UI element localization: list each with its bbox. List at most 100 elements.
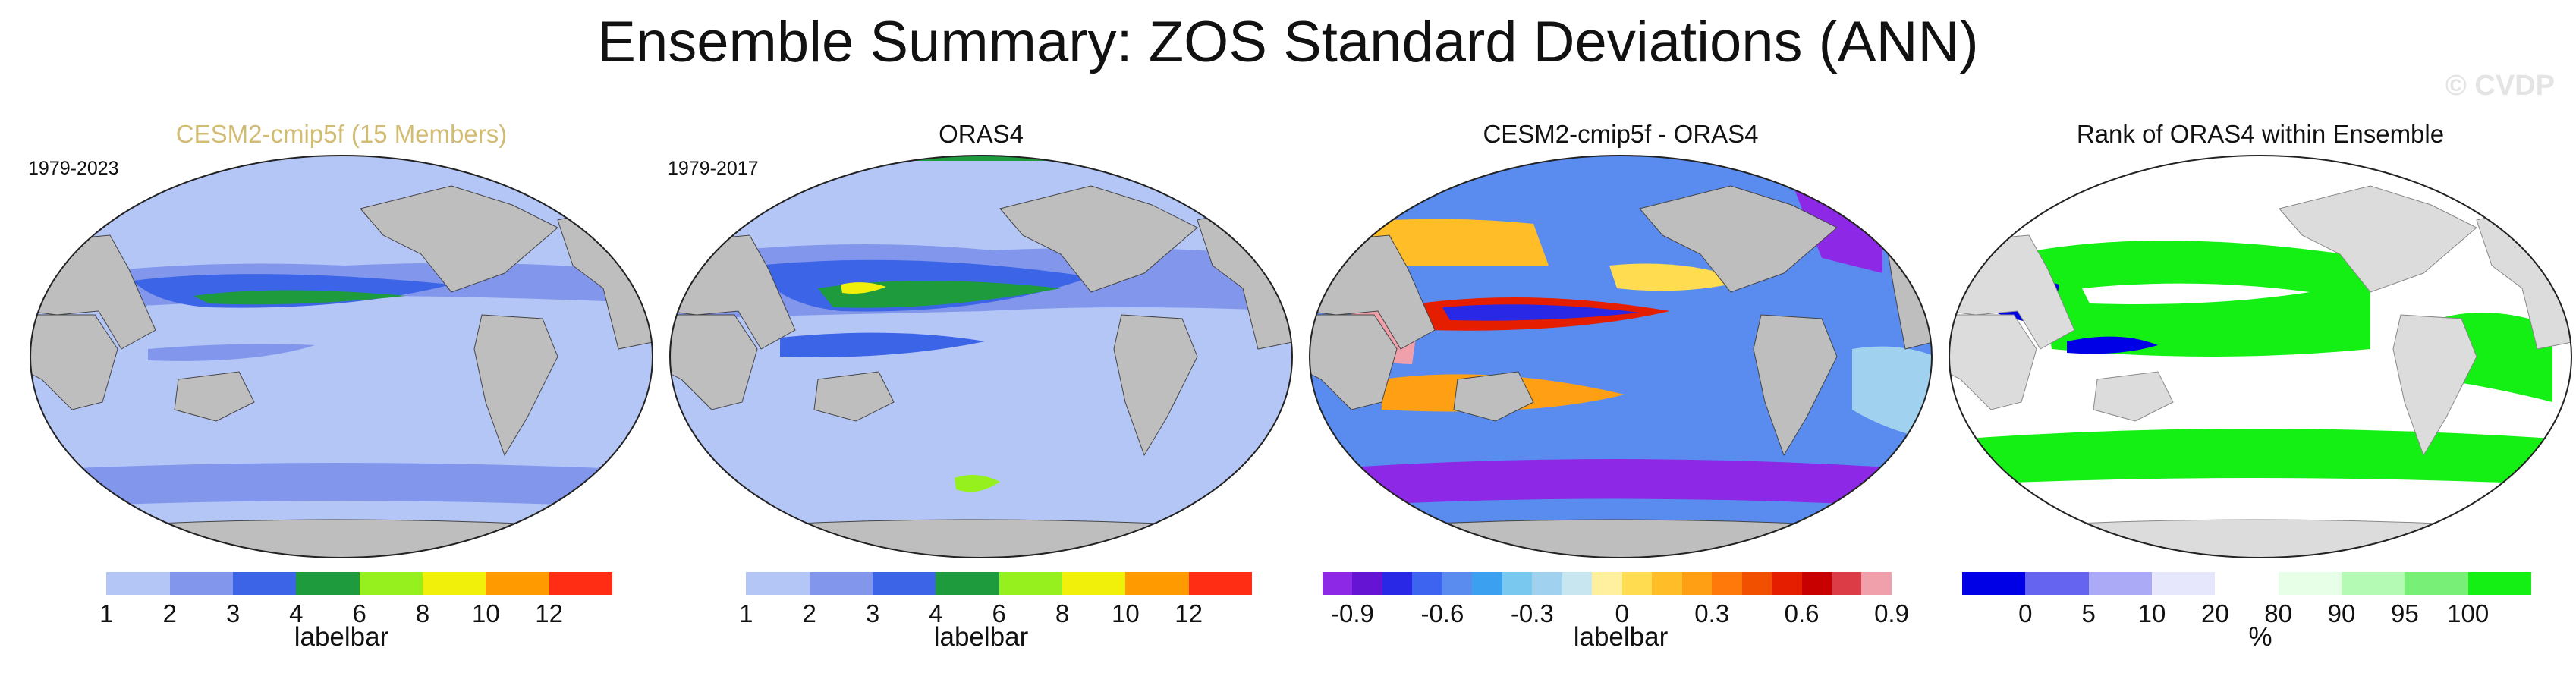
- colorbar-swatch: [872, 572, 936, 595]
- colorbar-swatch: [1712, 572, 1742, 595]
- southern-ocean-negative: [1310, 459, 1932, 508]
- indian-ocean-band: [780, 332, 985, 357]
- colorbar-ticks: 1 2 3 4 6 8 10 12: [27, 599, 656, 630]
- panel-title: CESM2-cmip5f - ORAS4: [1483, 120, 1759, 148]
- land-australia: [2093, 371, 2174, 422]
- colorbar-swatch: [1125, 572, 1189, 595]
- colorbar: [43, 572, 612, 595]
- world-map: [669, 155, 1293, 558]
- colorbar-tick-label: 10: [1111, 599, 1140, 627]
- map-outline: [1309, 155, 1933, 558]
- colorbar-swatch: [1323, 572, 1353, 595]
- colorbar-tick-label: 4: [289, 599, 304, 627]
- equatorial-mid-rank: [2082, 283, 2310, 304]
- colorbar-tick-label: 95: [2390, 599, 2419, 627]
- colorbar-swatch: [359, 572, 423, 595]
- colorbar-tick-label: 100: [2447, 599, 2490, 627]
- map-outline: [30, 155, 653, 558]
- colorbar-swatch: [1382, 572, 1413, 595]
- colorbar-tick-label: 6: [352, 599, 366, 627]
- colorbar-tick-label: 5: [2081, 599, 2096, 627]
- colorbar-swatch: [1592, 572, 1622, 595]
- colorbar-swatch: [169, 572, 233, 595]
- colorbar-tick-label: -0.9: [1331, 599, 1374, 627]
- colorbar-tick-label: 0: [2018, 599, 2033, 627]
- colorbar-swatch: [1652, 572, 1682, 595]
- colorbar-tick-label: 3: [865, 599, 880, 627]
- colorbar-swatch: [2151, 572, 2216, 595]
- colorbar-swatch: [1412, 572, 1442, 595]
- colorbar-tick-label: 3: [225, 599, 241, 627]
- southern-high-rank: [1949, 429, 2571, 486]
- colorbar-swatch: [1062, 572, 1126, 595]
- panel-title: Rank of ORAS4 within Ensemble: [2076, 120, 2445, 148]
- colorbar-swatch: [2278, 572, 2342, 595]
- colorbar-tick-label: 0.6: [1784, 599, 1820, 627]
- colorbar-ticks: 0 5 10 20 80 90 95 100: [1945, 599, 2575, 630]
- land-australia: [1453, 371, 1534, 422]
- land-africa: [1949, 314, 2037, 410]
- colorbar-swatch: [1831, 572, 1862, 595]
- colorbar: [683, 572, 1252, 595]
- map-outline: [1949, 155, 2572, 558]
- colorbar-swatch: [2088, 572, 2152, 595]
- colorbar-tick-label: 2: [802, 599, 816, 627]
- south-atlantic-light: [1852, 346, 1932, 440]
- colorbar-swatch: [1801, 572, 1832, 595]
- colorbar-swatch: [1352, 572, 1382, 595]
- panel-title: CESM2-cmip5f (15 Members): [175, 120, 508, 148]
- panel-title: ORAS4: [939, 120, 1024, 148]
- land-south-america: [1753, 314, 1838, 457]
- colorbar-tick-label: 2: [162, 599, 177, 627]
- tropical-core: [193, 290, 406, 305]
- west-pacific-max: [841, 282, 886, 294]
- colorbar-ticks: 1 2 3 4 6 8 10 12: [666, 599, 1296, 630]
- panel-oras4-stddev: ORAS4 1979-2017 1 2 3 4 6 8 10 12 labelbar: [666, 114, 1296, 675]
- colorbar-tick-label: 10: [471, 599, 500, 627]
- colorbar-swatch: [1861, 572, 1892, 595]
- land-antarctica: [1310, 519, 1932, 558]
- colorbar-swatch: [1502, 572, 1533, 595]
- colorbar-tick-label: 20: [2200, 599, 2229, 627]
- colorbar-swatch: [2341, 572, 2405, 595]
- land-antarctica: [670, 519, 1292, 558]
- land-north-america: [999, 185, 1198, 293]
- colorbar-tick-label: 90: [2327, 599, 2356, 627]
- panel-difference: CESM2-cmip5f - ORAS4 -0.9 -0.6 -0.3 0 0.3 0.6…: [1306, 114, 1936, 675]
- land-africa: [1310, 314, 1398, 410]
- land-antarctica: [1949, 519, 2571, 558]
- colorbar-ticks: -0.9 -0.6 -0.3 0 0.3 0.6 0.9: [1306, 599, 1936, 630]
- arctic-strip: [818, 156, 1084, 161]
- colorbar-tick-label: 8: [415, 599, 430, 627]
- colorbar-swatch: [683, 572, 747, 595]
- colorbar-swatch: [999, 572, 1062, 595]
- colorbar-swatch: [549, 572, 612, 595]
- indian-ocean-band: [148, 344, 315, 361]
- colorbar-swatch: [422, 572, 486, 595]
- colorbar-swatch: [2025, 572, 2089, 595]
- southern-ocean-band: [30, 463, 653, 508]
- land-africa: [670, 314, 758, 410]
- colorbar: [1962, 572, 2531, 595]
- colorbar-swatch: [1188, 572, 1252, 595]
- colorbar-swatch: [296, 572, 360, 595]
- colorbar-swatch: [936, 572, 999, 595]
- period-label: 1979-2017: [668, 158, 759, 179]
- colorbar-swatch: [1472, 572, 1502, 595]
- colorbar-swatch: [106, 572, 170, 595]
- land-south-america: [2392, 314, 2477, 457]
- colorbar-swatch: [1962, 572, 2026, 595]
- colorbar-swatch: [1772, 572, 1802, 595]
- colorbar-swatch: [2467, 572, 2531, 595]
- world-map: [1949, 155, 2572, 558]
- colorbar-swatch: [1621, 572, 1653, 595]
- colorbar-tick-label: -0.6: [1420, 599, 1464, 627]
- colorbar-tick-label: -0.3: [1510, 599, 1554, 627]
- colorbar-swatch: [1562, 572, 1593, 595]
- colorbar-label: labelbar: [933, 622, 1029, 652]
- south-pacific-spot: [955, 475, 1000, 492]
- colorbar-tick-label: 1: [739, 599, 753, 627]
- colorbar-label: %: [2248, 622, 2272, 652]
- colorbar-swatch: [1741, 572, 1772, 595]
